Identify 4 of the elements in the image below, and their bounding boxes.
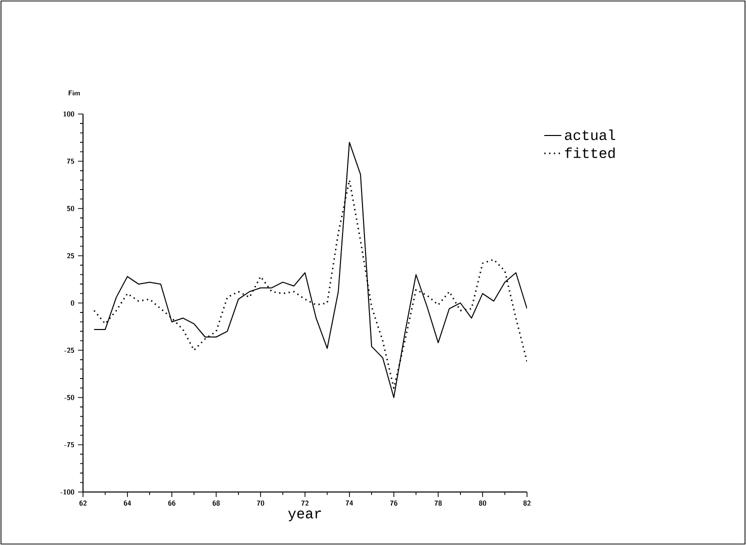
x-axis-title: year [288, 510, 321, 522]
legend-label: actual [564, 130, 616, 140]
line-series [94, 142, 527, 398]
legend-label: fitted [565, 147, 615, 158]
